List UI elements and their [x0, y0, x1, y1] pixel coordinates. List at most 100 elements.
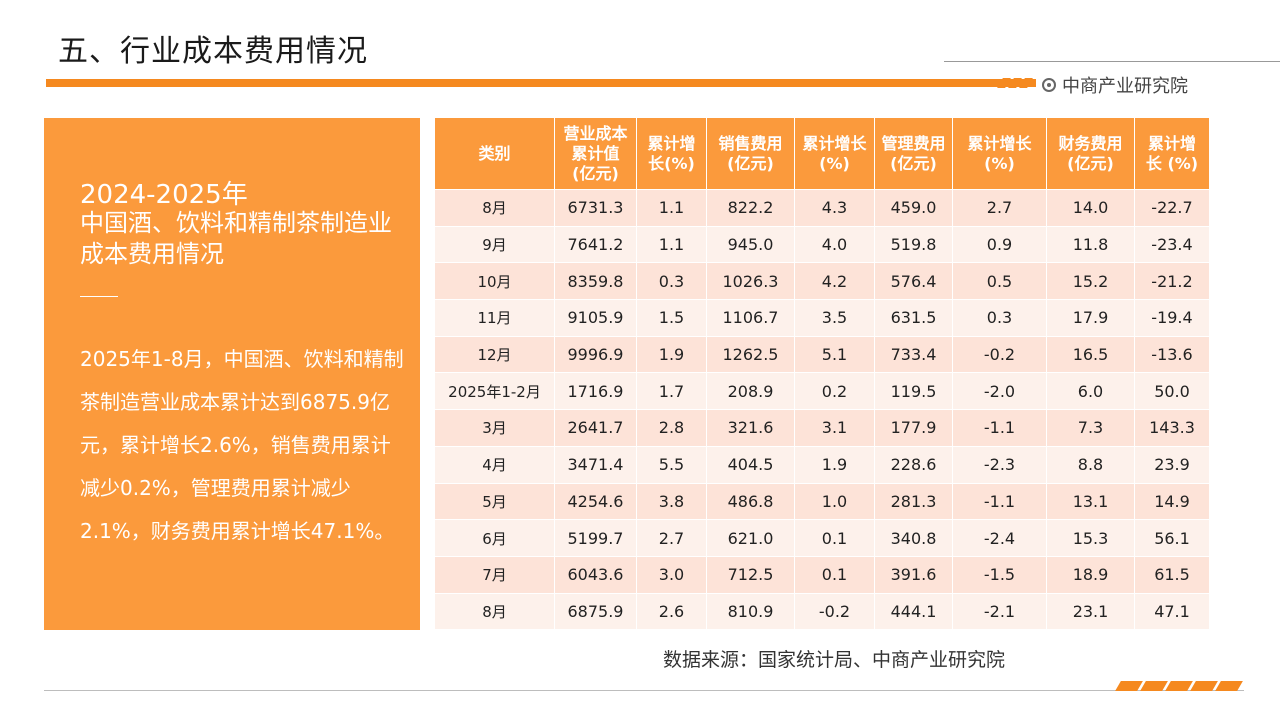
- table-cell: -2.1: [952, 592, 1047, 631]
- table-cell: 5.5: [636, 445, 707, 484]
- col-header-line: 累计增: [1147, 133, 1196, 153]
- col-header-category: 类别: [434, 117, 555, 190]
- footer-line: [44, 690, 1244, 691]
- col-header-line: 类别: [478, 143, 511, 163]
- title-underline-bar: [46, 79, 1036, 87]
- table-row: 7月 6043.6 3.0 712.5 0.1 391.6 -1.5 18.9 61.5: [434, 555, 1210, 594]
- col-header-operating-cost-growth: 累计增 长(%): [636, 117, 707, 190]
- table-cell: -2.4: [952, 519, 1047, 557]
- table-cell: 11.8: [1046, 225, 1135, 264]
- table-cell: 810.9: [706, 592, 795, 631]
- table-cell: 3.1: [794, 409, 875, 447]
- table-cell: -22.7: [1134, 189, 1210, 227]
- col-header-line: 管理费用: [881, 133, 946, 153]
- table-cell: 0.9: [952, 225, 1047, 264]
- table-cell: 3.5: [794, 299, 875, 337]
- row-category-cell: 7月: [434, 555, 555, 594]
- table-cell: 5.1: [794, 335, 875, 374]
- row-category-cell: 5月: [434, 482, 555, 521]
- table-cell: 391.6: [874, 555, 953, 594]
- summary-panel: 2024-2025年 中国酒、饮料和精制茶制造业成本费用情况 2025年1-8月…: [44, 118, 420, 630]
- table-cell: 1.7: [636, 372, 707, 411]
- table-cell: -23.4: [1134, 225, 1210, 264]
- col-header-line: 长 (%): [1145, 153, 1199, 173]
- table-cell: 17.9: [1046, 299, 1135, 337]
- table-row: 5月 4254.6 3.8 486.8 1.0 281.3 -1.1 13.1 14.9: [434, 482, 1210, 521]
- table-cell: 23.1: [1046, 592, 1135, 631]
- table-cell: 1.9: [794, 445, 875, 484]
- table-cell: 1026.3: [706, 262, 795, 301]
- col-header-line: 长(%): [648, 153, 695, 173]
- table-cell: 8359.8: [554, 262, 637, 301]
- table-cell: 5199.7: [554, 519, 637, 557]
- table-cell: 4.3: [794, 189, 875, 227]
- col-header-admin-expense-growth: 累计增长 (%): [952, 117, 1047, 190]
- table-cell: 3471.4: [554, 445, 637, 484]
- col-header-line: 累计增: [647, 133, 696, 153]
- table-cell: 486.8: [706, 482, 795, 521]
- table-cell: 61.5: [1134, 555, 1210, 594]
- row-category-cell: 8月: [434, 189, 555, 227]
- table-body: 8月 6731.3 1.1 822.2 4.3 459.0 2.7 14.0 -22.7 9月 76…: [434, 189, 1210, 631]
- summary-year: 2024-2025年: [80, 180, 248, 210]
- table-row: 3月 2641.7 2.8 321.6 3.1 177.9 -1.1 7.3 143.3: [434, 409, 1210, 447]
- col-header-line: 累计增长: [967, 133, 1032, 153]
- table-cell: 14.9: [1134, 482, 1210, 521]
- col-header-line: (亿元): [572, 163, 619, 183]
- col-header-line: 财务费用: [1058, 133, 1123, 153]
- col-header-line: (亿元): [890, 153, 937, 173]
- table-cell: 1.9: [636, 335, 707, 374]
- table-cell: 6043.6: [554, 555, 637, 594]
- table-row: 11月 9105.9 1.5 1106.7 3.5 631.5 0.3 17.9 -19.4: [434, 299, 1210, 337]
- table-cell: 47.1: [1134, 592, 1210, 631]
- table-cell: -21.2: [1134, 262, 1210, 301]
- table-cell: 7641.2: [554, 225, 637, 264]
- table-cell: 4.2: [794, 262, 875, 301]
- table-cell: 621.0: [706, 519, 795, 557]
- summary-divider: [80, 296, 118, 297]
- table-cell: 822.2: [706, 189, 795, 227]
- table-cell: 1.5: [636, 299, 707, 337]
- col-header-finance-expense: 财务费用 (亿元): [1046, 117, 1135, 190]
- target-icon: [1042, 78, 1056, 92]
- table-cell: -1.5: [952, 555, 1047, 594]
- table-cell: 50.0: [1134, 372, 1210, 411]
- table-cell: 1.1: [636, 225, 707, 264]
- table-header-row: 类别 营业成本 累计值 (亿元) 累计增 长(%) 销售费用 (亿元) 累计增长 (%) …: [434, 117, 1210, 190]
- table-cell: 9105.9: [554, 299, 637, 337]
- table-cell: 0.5: [952, 262, 1047, 301]
- table-cell: 177.9: [874, 409, 953, 447]
- table-cell: 0.2: [794, 372, 875, 411]
- table-cell: 0.1: [794, 519, 875, 557]
- page-title: 五、行业成本费用情况: [58, 34, 368, 69]
- table-cell: -19.4: [1134, 299, 1210, 337]
- table-cell: 16.5: [1046, 335, 1135, 374]
- table-cell: 6875.9: [554, 592, 637, 631]
- table-row: 4月 3471.4 5.5 404.5 1.9 228.6 -2.3 8.8 23.9: [434, 445, 1210, 484]
- table-cell: 18.9: [1046, 555, 1135, 594]
- table-row: 9月 7641.2 1.1 945.0 4.0 519.8 0.9 11.8 -23.4: [434, 225, 1210, 264]
- col-header-line: 营业成本: [563, 123, 628, 143]
- table-cell: 2.8: [636, 409, 707, 447]
- table-cell: 1262.5: [706, 335, 795, 374]
- col-header-admin-expense: 管理费用 (亿元): [874, 117, 953, 190]
- table-cell: 2.7: [636, 519, 707, 557]
- table-cell: 0.3: [636, 262, 707, 301]
- brand-name: 中商产业研究院: [1062, 76, 1188, 97]
- table-cell: 2.6: [636, 592, 707, 631]
- table-cell: 4.0: [794, 225, 875, 264]
- row-category-cell: 8月: [434, 592, 555, 631]
- table-cell: -13.6: [1134, 335, 1210, 374]
- table-cell: 576.4: [874, 262, 953, 301]
- table-cell: 733.4: [874, 335, 953, 374]
- table-row: 6月 5199.7 2.7 621.0 0.1 340.8 -2.4 15.3 56.1: [434, 519, 1210, 557]
- col-header-operating-cost: 营业成本 累计值 (亿元): [554, 117, 637, 190]
- table-cell: 15.3: [1046, 519, 1135, 557]
- footer-decor-stripes: [1115, 681, 1243, 691]
- table-cell: 23.9: [1134, 445, 1210, 484]
- table-cell: 8.8: [1046, 445, 1135, 484]
- col-header-line: 累计值: [571, 143, 620, 163]
- table-row: 8月 6731.3 1.1 822.2 4.3 459.0 2.7 14.0 -22.7: [434, 189, 1210, 227]
- col-header-finance-expense-growth: 累计增长 (%): [1134, 117, 1210, 190]
- table-cell: 0.3: [952, 299, 1047, 337]
